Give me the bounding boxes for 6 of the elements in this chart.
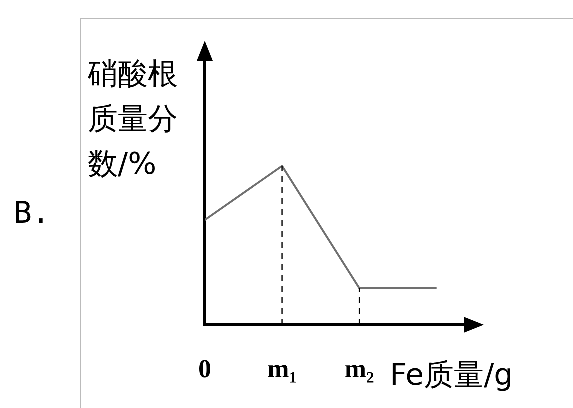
- x-axis-title: Fe质量/g: [390, 357, 514, 395]
- x-tick-label: m₁: [268, 354, 298, 384]
- x-tick-label: 0: [198, 354, 212, 384]
- y-axis-title: 硝酸根质量分数/%: [88, 56, 179, 184]
- text: B.: [14, 196, 50, 231]
- x-tick-label: m₂: [344, 354, 374, 384]
